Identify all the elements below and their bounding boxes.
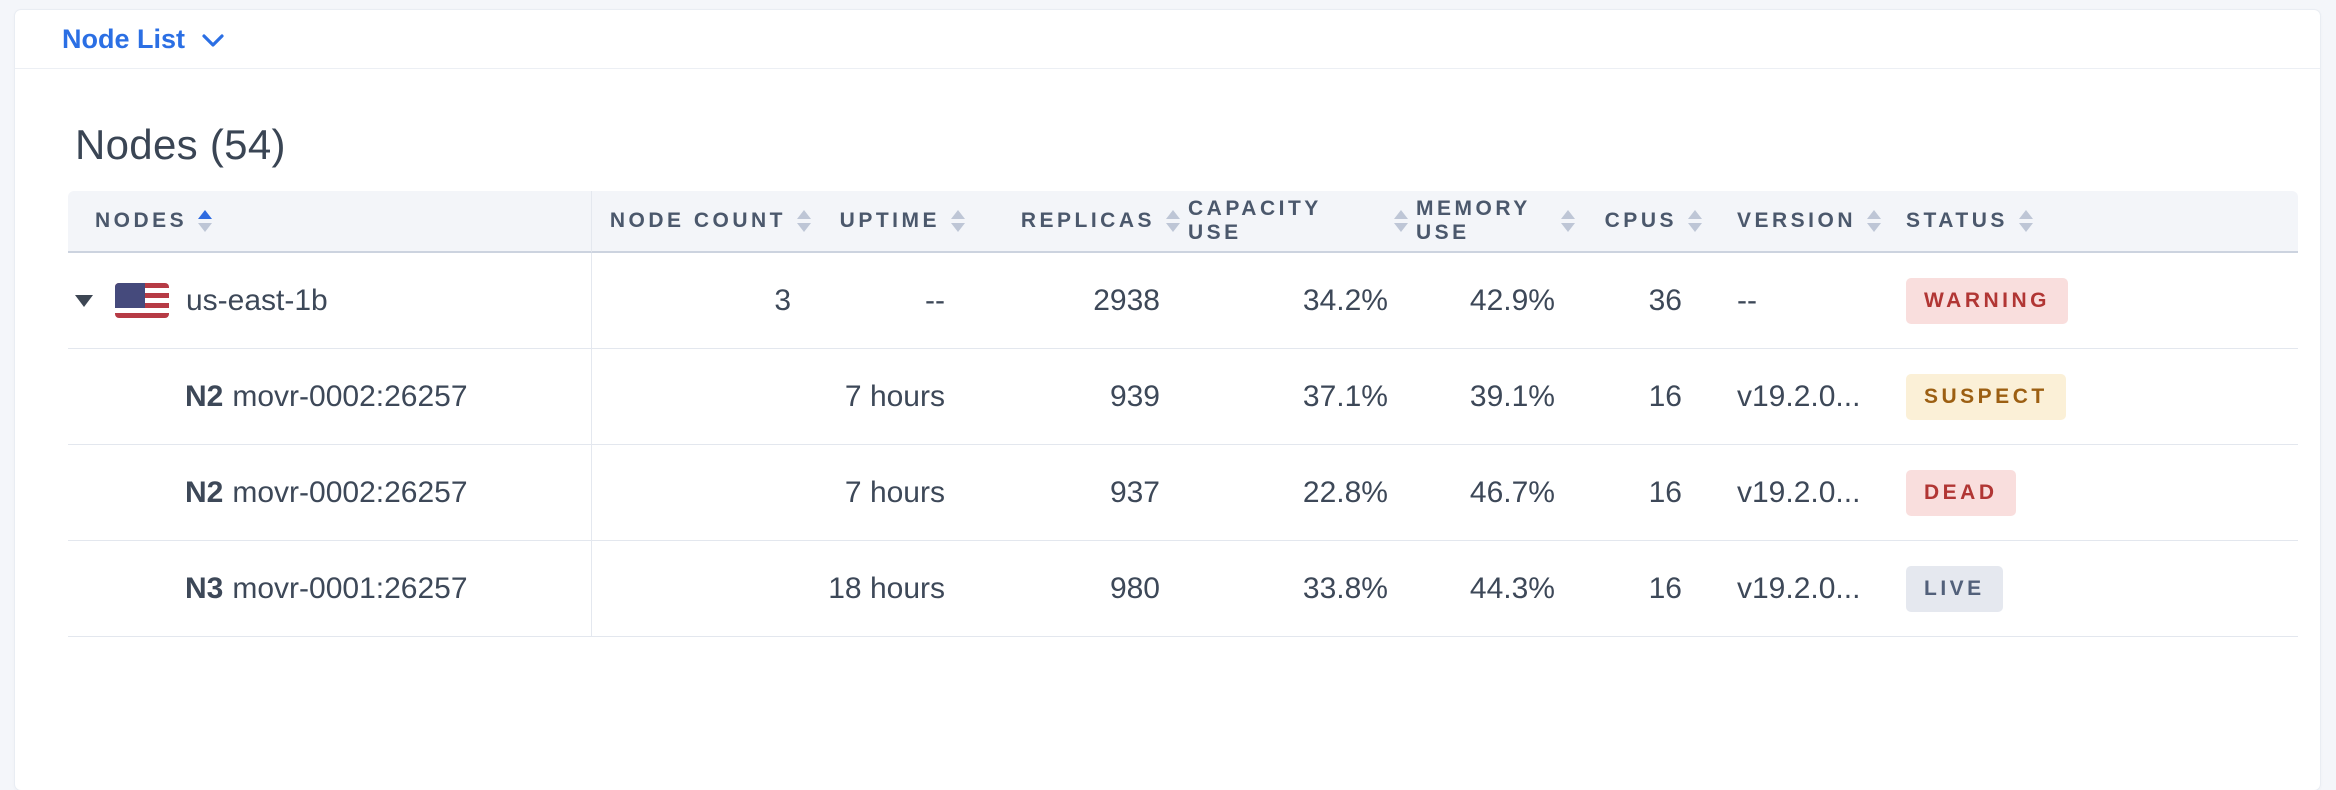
column-header-cpus[interactable]: CPUS xyxy=(1583,191,1710,253)
sort-icon[interactable] xyxy=(1394,210,1408,232)
capacity-use-value: 34.2% xyxy=(1188,253,1416,349)
node-count-value: 3 xyxy=(592,253,819,349)
view-selector-label[interactable]: Node List xyxy=(62,23,186,54)
uptime-value: 7 hours xyxy=(819,349,973,445)
node-address: movr-0002:26257 xyxy=(232,379,468,413)
region-name: us-east-1b xyxy=(186,283,328,317)
uptime-value: 7 hours xyxy=(819,445,973,541)
chevron-down-icon[interactable] xyxy=(202,33,224,48)
replicas-value: 2938 xyxy=(973,253,1188,349)
capacity-use-value: 22.8% xyxy=(1188,445,1416,541)
node-id: N2 xyxy=(185,475,224,509)
capacity-use-value: 37.1% xyxy=(1188,349,1416,445)
region-row[interactable]: us-east-1b 3 -- 2938 34.2% 42.9% 36 -- W… xyxy=(68,253,2298,349)
column-header-nodes[interactable]: NODES xyxy=(68,191,592,253)
sort-icon[interactable] xyxy=(198,210,213,232)
column-header-status[interactable]: STATUS xyxy=(1878,191,2298,253)
node-count-value xyxy=(592,445,819,541)
status-badge: LIVE xyxy=(1906,565,2003,612)
node-row[interactable]: N2 movr-0002:26257 7 hours 937 22.8% 46.7… xyxy=(68,445,2298,541)
status-badge: DEAD xyxy=(1906,469,2016,516)
sort-icon[interactable] xyxy=(2018,210,2033,232)
cpus-value: 16 xyxy=(1583,349,1710,445)
replicas-value: 937 xyxy=(973,445,1188,541)
memory-use-value: 39.1% xyxy=(1416,349,1583,445)
replicas-value: 939 xyxy=(973,349,1188,445)
column-header-memory-use[interactable]: MEMORY USE xyxy=(1416,191,1583,253)
node-id: N2 xyxy=(185,379,224,413)
column-header-uptime[interactable]: UPTIME xyxy=(819,191,973,253)
replicas-value: 980 xyxy=(973,541,1188,637)
node-row[interactable]: N2 movr-0002:26257 7 hours 939 37.1% 39.1… xyxy=(68,349,2298,445)
capacity-use-value: 33.8% xyxy=(1188,541,1416,637)
memory-use-value: 42.9% xyxy=(1416,253,1583,349)
page-title: Nodes (54) xyxy=(75,121,286,168)
collapse-region-icon[interactable] xyxy=(75,294,93,307)
version-value: v19.2.0... xyxy=(1710,541,1878,637)
sort-icon[interactable] xyxy=(1867,210,1882,232)
node-address: movr-0002:26257 xyxy=(232,475,468,509)
column-header-replicas[interactable]: REPLICAS xyxy=(973,191,1188,253)
column-header-node-count[interactable]: NODE COUNT xyxy=(592,191,819,253)
table-header-row: NODES NODE COUNT UPTIME xyxy=(68,191,2298,253)
memory-use-value: 46.7% xyxy=(1416,445,1583,541)
node-row[interactable]: N3 movr-0001:26257 18 hours 980 33.8% 44.… xyxy=(68,541,2298,637)
status-badge: WARNING xyxy=(1906,277,2068,324)
node-address: movr-0001:26257 xyxy=(232,571,468,605)
sort-icon[interactable] xyxy=(951,210,965,232)
uptime-value: 18 hours xyxy=(819,541,973,637)
uptime-value: -- xyxy=(819,253,973,349)
version-value: v19.2.0... xyxy=(1710,349,1878,445)
node-count-value xyxy=(592,349,819,445)
column-header-version[interactable]: VERSION xyxy=(1710,191,1882,253)
cpus-value: 36 xyxy=(1583,253,1710,349)
version-value: -- xyxy=(1710,253,1878,349)
node-id: N3 xyxy=(185,571,224,605)
memory-use-value: 44.3% xyxy=(1416,541,1583,637)
nodes-table: NODES NODE COUNT UPTIME xyxy=(68,191,2298,637)
cpus-value: 16 xyxy=(1583,541,1710,637)
column-header-capacity-use[interactable]: CAPACITY USE xyxy=(1188,191,1416,253)
us-flag-icon xyxy=(115,283,169,318)
cpus-value: 16 xyxy=(1583,445,1710,541)
sort-icon[interactable] xyxy=(1561,210,1575,232)
view-selector[interactable]: Node List xyxy=(15,10,2320,69)
node-list-panel: Node List Nodes (54) NODES NODE C xyxy=(15,10,2320,790)
sort-icon[interactable] xyxy=(1688,210,1702,232)
sort-icon[interactable] xyxy=(1166,210,1180,232)
version-value: v19.2.0... xyxy=(1710,445,1878,541)
sort-icon[interactable] xyxy=(797,210,811,232)
node-count-value xyxy=(592,541,819,637)
status-badge: SUSPECT xyxy=(1906,373,2066,420)
